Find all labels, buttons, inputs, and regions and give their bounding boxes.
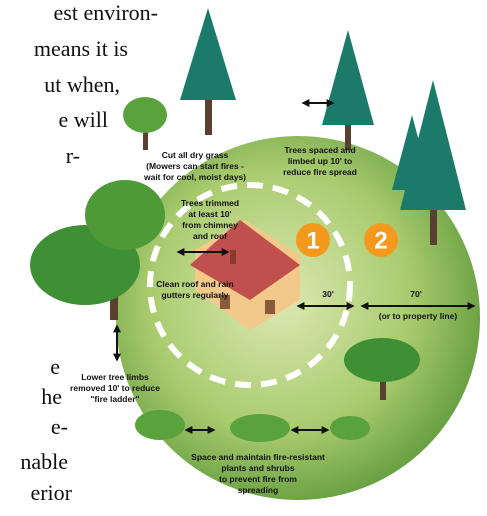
label-line: Cut all dry grass <box>162 150 229 160</box>
body-text-line: ut when, <box>44 72 120 97</box>
label-line: plants and shrubs <box>221 463 294 473</box>
body-text-line: e <box>50 354 60 379</box>
label-line: from chimney <box>182 220 238 230</box>
label-line: and roof <box>193 231 227 241</box>
distance-note: (or to property line) <box>379 311 458 321</box>
body-text-line: he <box>41 384 62 409</box>
label-line: reduce fire spread <box>283 167 357 177</box>
label-line: limbed up 10' to <box>288 156 352 166</box>
body-text-line: means it is <box>34 36 128 61</box>
label-line: spreading <box>238 485 279 495</box>
body-text-line: e will <box>59 107 109 132</box>
distance-label: 30' <box>322 289 333 299</box>
label-line: gutters regularly <box>161 290 228 300</box>
label-line: to prevent fire from <box>219 474 297 484</box>
label-line: removed 10' to reduce <box>70 383 160 393</box>
zone-number: 2 <box>374 228 387 255</box>
body-text-line: erior <box>30 480 72 505</box>
label-line: (Mowers can start fires - <box>146 161 244 171</box>
label-line: at least 10' <box>188 209 231 219</box>
zone-number: 1 <box>306 228 319 255</box>
page: est environ-means it is ut when, e will r-e… <box>0 0 487 516</box>
label-line: Clean roof and rain <box>156 279 233 289</box>
distance-label: 70' <box>410 289 421 299</box>
body-text-line: r- <box>66 143 80 168</box>
label-line: Trees spaced and <box>284 145 355 155</box>
label-line: Space and maintain fire-resistant <box>191 452 325 462</box>
label-line: Trees trimmed <box>181 198 239 208</box>
label-line: "fire ladder" <box>90 394 139 404</box>
label-line: wait for cool, moist days) <box>143 172 246 182</box>
label-line: Lower tree limbs <box>81 372 149 382</box>
body-text-line: est environ- <box>54 0 158 25</box>
body-text-line: nable <box>20 449 68 474</box>
body-text-line: e- <box>51 414 68 439</box>
